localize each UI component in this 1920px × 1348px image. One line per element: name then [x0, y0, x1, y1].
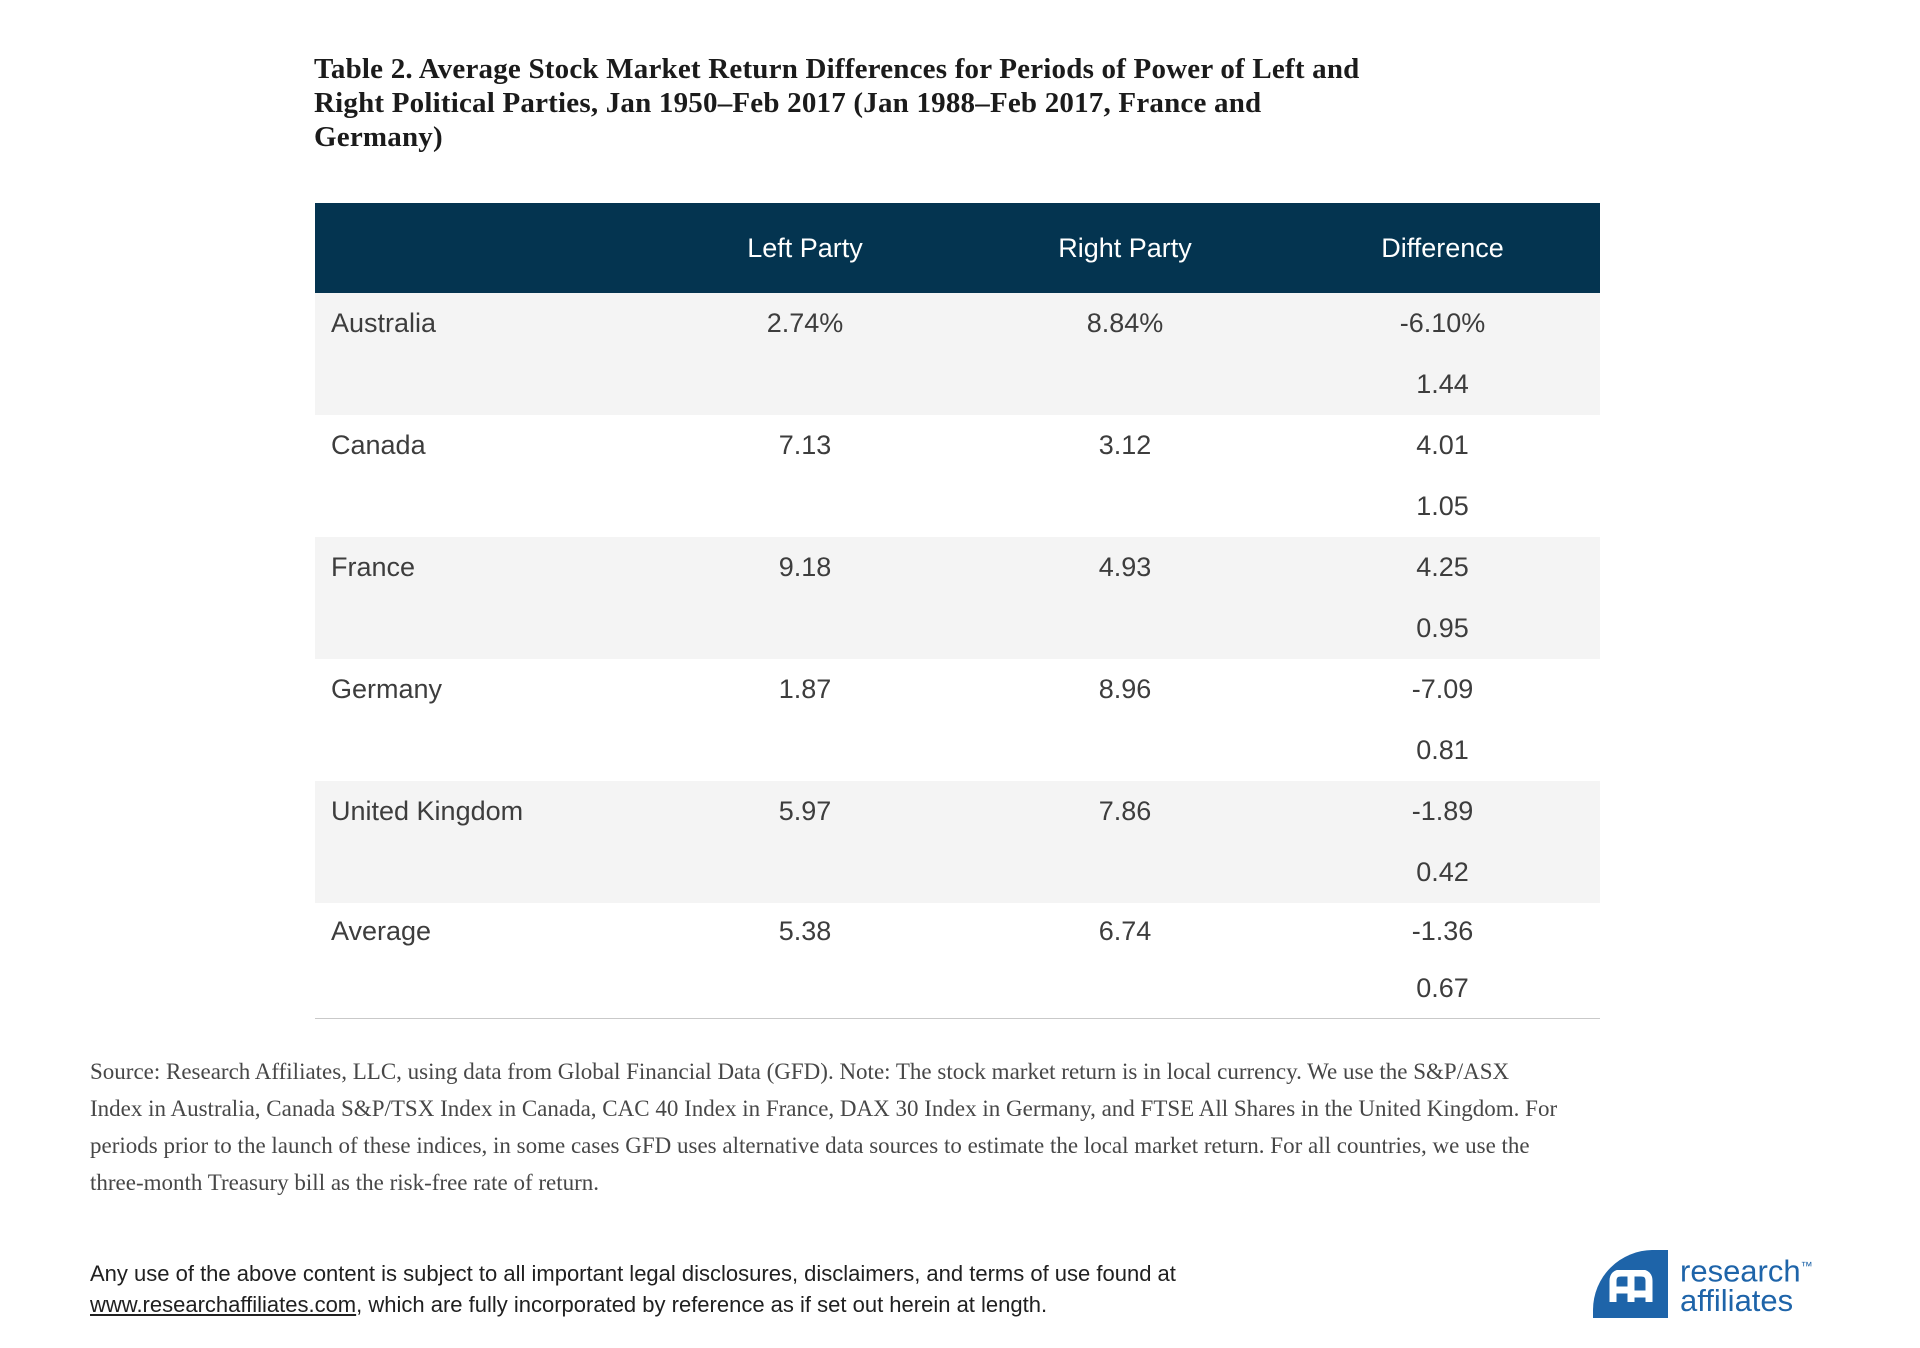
- t-stat-cell: 0.81: [1416, 734, 1469, 765]
- table-row: Germany 1.87 8.96 -7.09 0.81: [315, 659, 1600, 781]
- right-party-cell: 4.93: [1098, 551, 1152, 582]
- t-stat-cell: 1.44: [1416, 368, 1469, 399]
- table-title: Table 2. Average Stock Market Return Dif…: [314, 53, 1360, 153]
- logo-line2: affiliates: [1680, 1283, 1794, 1319]
- researchaffiliates-link[interactable]: www.researchaffiliates.com: [90, 1292, 357, 1317]
- source-note: Source: Research Affiliates, LLC, using …: [90, 1059, 1558, 1195]
- difference-cell: -6.10%: [1399, 307, 1486, 338]
- legal-disclaimer: Any use of the above content is subject …: [90, 1258, 1268, 1320]
- table-row: Canada 7.13 3.12 4.01 1.05: [315, 415, 1600, 537]
- t-stat-cell: 0.95: [1416, 612, 1469, 643]
- left-party-cell: 9.18: [778, 551, 832, 582]
- t-stat-cell: 0.42: [1416, 856, 1469, 887]
- logo-line1: research: [1680, 1253, 1801, 1289]
- left-party-cell: 2.74%: [766, 307, 844, 338]
- left-party-cell: 7.13: [778, 429, 832, 460]
- logo-wordmark: research™ affiliates: [1680, 1251, 1813, 1316]
- table-row: Average 5.38 6.74 -1.36 0.67: [315, 903, 1600, 1019]
- difference-cell: -7.09: [1411, 673, 1474, 704]
- t-stat-cell: 1.05: [1416, 490, 1469, 521]
- country-cell: Average: [331, 915, 432, 946]
- difference-cell: -1.89: [1411, 795, 1474, 826]
- table-row: Australia 2.74% 8.84% -6.10% 1.44: [315, 293, 1600, 415]
- table-header-row: Left Party Right Party Difference: [315, 203, 1600, 293]
- left-party-cell: 5.97: [778, 795, 832, 826]
- research-affiliates-logo: research™ affiliates: [1593, 1250, 1813, 1318]
- right-party-cell: 7.86: [1098, 795, 1152, 826]
- difference-cell: 4.25: [1416, 551, 1469, 582]
- right-party-cell: 6.74: [1098, 915, 1152, 946]
- difference-cell: 4.01: [1416, 429, 1469, 460]
- left-party-cell: 5.38: [778, 915, 832, 946]
- table-row: France 9.18 4.93 4.25 0.95: [315, 537, 1600, 659]
- country-cell: France: [331, 551, 416, 582]
- country-cell: Canada: [331, 429, 426, 460]
- header-right-party: Right Party: [1058, 232, 1192, 263]
- trademark-symbol: ™: [1800, 1259, 1813, 1273]
- table-row: United Kingdom 5.97 7.86 -1.89 0.42: [315, 781, 1600, 903]
- left-party-cell: 1.87: [778, 673, 832, 704]
- header-left-party: Left Party: [747, 232, 863, 263]
- disclaimer-text: Any use of the above content is subject …: [90, 1261, 1176, 1286]
- country-cell: Germany: [331, 673, 443, 704]
- header-difference: Difference: [1381, 232, 1504, 263]
- t-stat-cell: 0.67: [1416, 973, 1469, 1003]
- ra-monogram-icon: [1593, 1250, 1668, 1318]
- country-cell: United Kingdom: [331, 795, 524, 826]
- disclaimer-text: , which are fully incorporated by refere…: [356, 1292, 1048, 1317]
- right-party-cell: 8.96: [1098, 673, 1152, 704]
- country-cell: Australia: [331, 307, 437, 338]
- right-party-cell: 3.12: [1098, 429, 1152, 460]
- right-party-cell: 8.84%: [1086, 307, 1164, 338]
- data-table: Left Party Right Party Difference Austra…: [315, 203, 1600, 1019]
- difference-cell: -1.36: [1411, 915, 1474, 946]
